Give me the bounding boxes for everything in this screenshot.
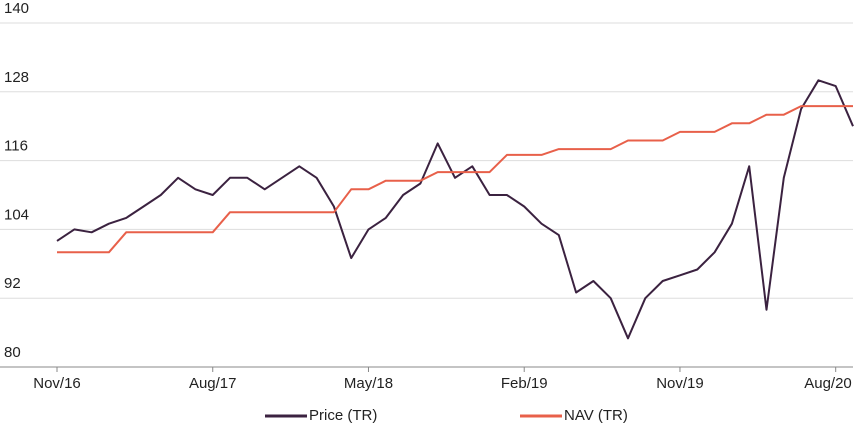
x-tick-label: Feb/19 <box>501 375 548 392</box>
y-tick-label: 92 <box>4 275 21 292</box>
x-tick-label: Nov/16 <box>33 375 81 392</box>
legend-label: Price (TR) <box>309 407 377 424</box>
y-tick-label: 128 <box>4 69 29 86</box>
x-tick-label: Nov/19 <box>656 375 704 392</box>
x-tick-label: May/18 <box>344 375 393 392</box>
series-line <box>56 79 854 340</box>
y-tick-label: 116 <box>4 138 28 155</box>
legend-label: NAV (TR) <box>564 407 628 424</box>
y-tick-label: 104 <box>4 206 29 223</box>
y-tick-label: 140 <box>4 0 29 17</box>
y-tick-label: 80 <box>4 344 21 361</box>
x-tick-label: Aug/20 <box>804 375 852 392</box>
x-tick-label: Aug/17 <box>189 375 237 392</box>
series-line <box>57 105 853 254</box>
